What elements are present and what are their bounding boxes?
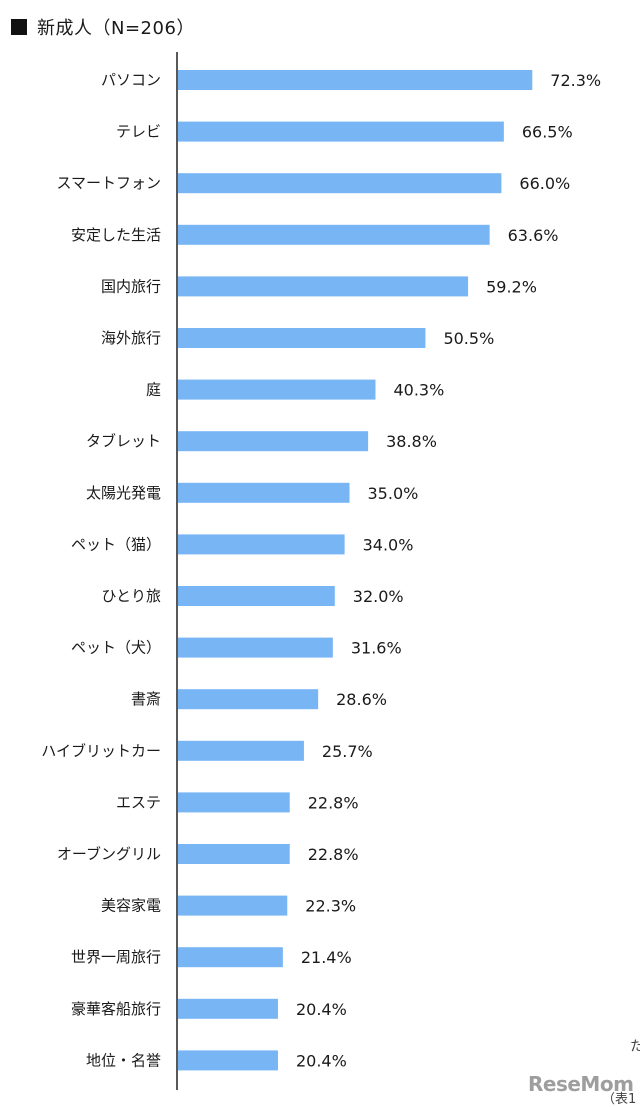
category-label: パソコン (101, 71, 161, 89)
category-label: 国内旅行 (101, 277, 161, 295)
value-label: 63.6% (508, 226, 559, 245)
value-label: 22.3% (305, 897, 356, 916)
value-label: 20.4% (296, 1000, 347, 1019)
category-label: 世界一周旅行 (71, 948, 161, 966)
value-label: 31.6% (351, 639, 402, 658)
value-label: 72.3% (550, 71, 601, 90)
category-label: ハイブリットカー (41, 742, 161, 760)
category-label: 地位・名誉 (86, 1051, 161, 1069)
value-label: 21.4% (301, 948, 352, 967)
category-label: 美容家電 (101, 897, 161, 915)
value-label: 50.5% (443, 329, 494, 348)
value-label: 32.0% (353, 587, 404, 606)
value-label: 20.4% (296, 1051, 347, 1070)
category-label: 海外旅行 (101, 329, 161, 347)
category-label: 太陽光発電 (86, 484, 161, 502)
bar (178, 998, 278, 1019)
value-label: 22.8% (308, 793, 359, 812)
resemom-watermark: ReseMom (528, 1072, 634, 1096)
category-label: タブレット (86, 432, 161, 450)
bar (178, 276, 469, 297)
cropped-edge-text: た (630, 1039, 640, 1055)
value-label: 38.8% (386, 432, 437, 451)
value-label: 22.8% (308, 845, 359, 864)
value-label: 28.6% (336, 690, 387, 709)
category-label: テレビ (116, 123, 161, 141)
bar (178, 70, 533, 90)
category-label: ペット（猫） (71, 535, 161, 553)
bar (178, 482, 350, 503)
bar (178, 379, 376, 400)
bar (178, 740, 304, 761)
bar (178, 121, 504, 142)
bar (178, 689, 319, 710)
bar (178, 534, 345, 555)
bar (178, 586, 335, 606)
bar (178, 792, 290, 813)
cropped-caption-text: （表1 (602, 1092, 637, 1107)
value-label: 59.2% (486, 277, 537, 296)
category-label: 書斎 (131, 690, 161, 708)
chart-header: 新成人（N=206） (11, 14, 195, 40)
bar (178, 895, 288, 916)
value-label: 35.0% (368, 484, 419, 503)
category-label: 庭 (146, 381, 161, 399)
bar (178, 328, 426, 348)
value-label: 40.3% (393, 381, 444, 400)
chart-title: 新成人（N=206） (37, 18, 195, 39)
bar (178, 637, 333, 658)
category-label: ペット（犬） (71, 639, 161, 657)
category-label: エステ (116, 793, 161, 811)
bar (178, 947, 283, 968)
category-label: 豪華客船旅行 (71, 1000, 161, 1018)
category-label: ひとり旅 (101, 587, 161, 605)
value-label: 66.5% (522, 123, 573, 142)
category-label: 安定した生活 (71, 226, 161, 244)
bar (178, 173, 502, 194)
bar (178, 224, 490, 245)
bar (178, 1050, 278, 1071)
category-label: スマートフォン (56, 174, 161, 192)
value-label: 25.7% (322, 742, 373, 761)
value-label: 66.0% (519, 174, 570, 193)
value-label: 34.0% (363, 535, 414, 554)
category-label: オーブングリル (57, 845, 161, 863)
legend-square-icon (11, 19, 27, 35)
bar (178, 844, 290, 864)
bar (178, 431, 369, 452)
